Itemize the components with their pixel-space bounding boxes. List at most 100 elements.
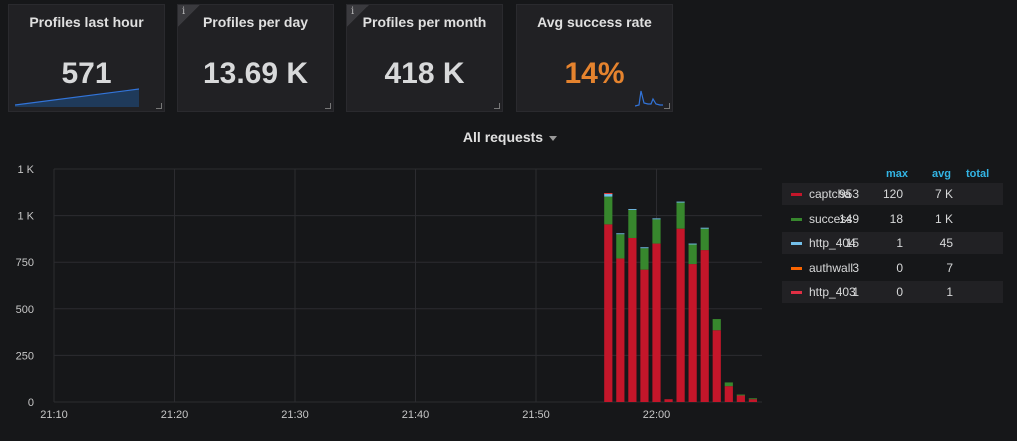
bar-segment-success <box>712 319 721 331</box>
legend-value-total: 7 <box>946 260 953 275</box>
bar-segment-http_404 <box>652 218 661 220</box>
stat-title: Profiles last hour <box>29 14 144 30</box>
sparkline <box>635 90 663 107</box>
legend-value-max: 149 <box>838 211 859 226</box>
bar-segment-success <box>748 398 757 400</box>
bar-segment-captcha <box>640 269 649 402</box>
y-tick-label: 250 <box>16 350 34 362</box>
sparkline <box>15 88 139 107</box>
bar-segment-captcha <box>652 243 661 402</box>
bar-segment-captcha <box>628 237 637 402</box>
bar-segment-captcha <box>736 395 745 402</box>
stat-value: 418 K <box>384 57 465 90</box>
legend-value-total: 1 K <box>934 211 953 226</box>
legend-value-max: 1 <box>852 285 859 299</box>
legend-swatch[interactable] <box>791 217 802 221</box>
legend-value-total: 7 K <box>934 187 953 201</box>
legend-value-avg: 120 <box>882 187 903 201</box>
legend-header-avg[interactable]: avg <box>932 168 951 180</box>
info-corner[interactable]: i <box>347 5 369 27</box>
stat-title: Profiles per month <box>362 14 487 30</box>
legend-value-max: 953 <box>838 187 859 201</box>
bar-segment-success <box>652 219 661 244</box>
resize-handle[interactable] <box>494 103 500 109</box>
bar-segment-http_404 <box>700 227 709 229</box>
x-tick-label: 21:10 <box>40 409 68 421</box>
graph-panel-title[interactable]: All requests <box>455 129 565 145</box>
legend-header-total[interactable]: total <box>966 168 990 180</box>
legend-series-name[interactable]: authwall <box>809 260 854 275</box>
bar-segment-http_404 <box>604 193 613 197</box>
legend-item-authwall[interactable]: authwall 3 0 7 <box>782 257 1003 279</box>
info-corner[interactable]: i <box>178 5 200 27</box>
x-tick-label: 21:30 <box>281 409 309 421</box>
legend-swatch[interactable] <box>791 242 802 245</box>
bar-segment-captcha <box>604 224 613 402</box>
stat-value: 14% <box>564 57 625 90</box>
resize-handle[interactable] <box>325 103 331 109</box>
resize-handle[interactable] <box>664 103 670 109</box>
bar-segment-success <box>736 394 745 396</box>
legend-series-name[interactable]: captcha <box>809 187 852 201</box>
stat-value: 571 <box>61 57 112 90</box>
legend-value-avg: 0 <box>896 285 903 299</box>
x-tick-label: 22:00 <box>643 409 671 421</box>
legend-swatch[interactable] <box>791 193 802 196</box>
bar-segment-captcha <box>700 250 709 402</box>
info-icon[interactable]: i <box>182 6 186 17</box>
stat-panel-profiles-per-month[interactable]: i Profiles per month 418 K <box>346 4 503 112</box>
legend-item-http_404[interactable]: http_404 15 1 45 <box>782 232 1003 254</box>
x-tick-label: 21:20 <box>161 409 189 421</box>
legend-series-name[interactable]: success <box>809 211 853 226</box>
bar-segment-success <box>640 248 649 270</box>
bar-segment-success <box>616 234 625 259</box>
bar-segment-http_404 <box>688 243 697 245</box>
bar-segment-success <box>604 196 613 225</box>
stat-panel-avg-success-rate[interactable]: Avg success rate 14% <box>516 4 673 112</box>
y-tick-label: 0 <box>28 397 34 409</box>
bar-segment-success <box>628 210 637 238</box>
bar-segment-success <box>688 244 697 265</box>
bar-segment-captcha <box>688 264 697 402</box>
bar-segment-captcha <box>664 399 673 402</box>
legend-item-http_403[interactable]: http_403 1 0 1 <box>782 281 1003 303</box>
legend-header-max[interactable]: max <box>886 168 909 180</box>
y-tick-label: 1 K <box>17 164 34 176</box>
requests-bar-chart[interactable]: 0 250 500 750 1 K 1 K 21:10 21:20 21:30 21:40 21:5… <box>0 150 775 430</box>
legend-swatch[interactable] <box>791 291 802 294</box>
y-tick-label: 750 <box>16 257 34 269</box>
legend-value-max: 3 <box>852 260 859 275</box>
stat-value: 13.69 K <box>202 57 309 90</box>
caret-down-icon <box>549 135 558 141</box>
stat-panel-profiles-last-hour[interactable]: Profiles last hour 571 <box>8 4 165 112</box>
stat-panel-profiles-per-day[interactable]: i Profiles per day 13.69 K <box>177 4 334 112</box>
bar-segment-captcha <box>712 330 721 402</box>
bar-segment-http_404 <box>676 201 685 203</box>
x-tick-label: 21:40 <box>402 409 430 421</box>
legend-series-name[interactable]: http_403 <box>809 285 856 299</box>
legend-item-success[interactable]: success 149 18 1 K <box>782 208 1003 230</box>
bar-segment-success <box>700 228 709 251</box>
bar-segment-http_404 <box>628 209 637 211</box>
legend-value-total: 45 <box>939 236 953 250</box>
bar-segment-captcha <box>676 228 685 402</box>
legend-swatch[interactable] <box>791 266 802 270</box>
legend-value-avg: 1 <box>896 236 903 250</box>
legend-value-avg: 18 <box>889 211 903 226</box>
y-tick-label: 1 K <box>17 211 34 223</box>
graph-title-text: All requests <box>462 129 544 145</box>
bar-segment-http_404 <box>616 233 625 235</box>
legend-value-avg: 0 <box>896 260 903 275</box>
bar-segment-success <box>676 202 685 229</box>
bar-segment-captcha <box>724 386 733 402</box>
stat-title: Avg success rate <box>537 14 652 30</box>
y-tick-label: 500 <box>16 304 34 316</box>
legend-value-max: 15 <box>845 236 859 250</box>
resize-handle[interactable] <box>156 103 162 109</box>
legend-series-name[interactable]: http_404 <box>809 236 856 250</box>
stat-title: Profiles per day <box>202 14 309 30</box>
legend-item-captcha[interactable]: captcha 953 120 7 K <box>782 183 1003 205</box>
bar-segment-captcha <box>748 399 757 402</box>
info-icon[interactable]: i <box>351 6 355 17</box>
legend-value-total: 1 <box>946 285 953 299</box>
